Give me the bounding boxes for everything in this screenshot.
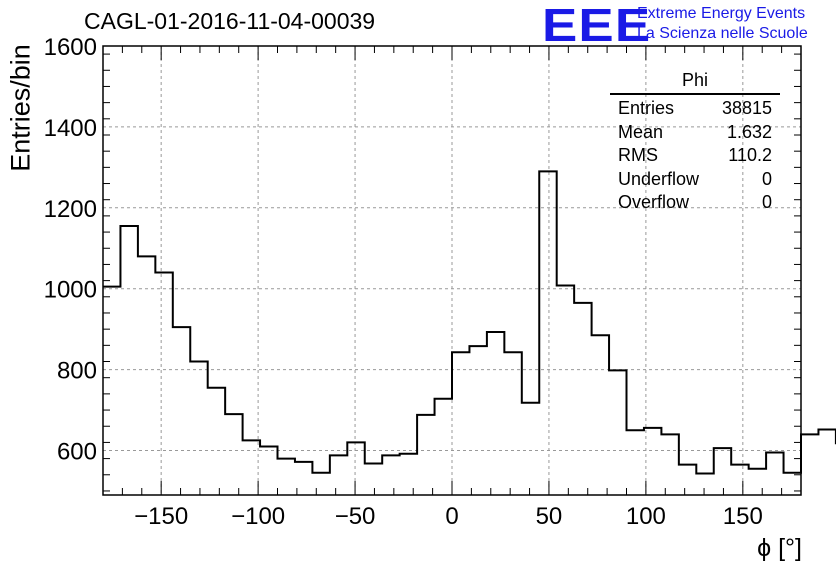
stats-value: 110.2 (728, 145, 772, 165)
histogram-bin (417, 415, 434, 495)
logo-line-1: Extreme Energy Events (637, 5, 806, 22)
histogram-bin (574, 303, 591, 495)
y-axis-label: Entries/bin (5, 44, 36, 172)
stats-label: RMS (618, 145, 658, 165)
histogram-bin (609, 370, 626, 495)
histogram-series-line (103, 170, 836, 475)
plot-frame (102, 45, 802, 496)
histogram-bin (714, 448, 731, 495)
histogram-bin (784, 473, 801, 495)
x-tick-label: 50 (536, 503, 563, 530)
histogram-bin (347, 442, 364, 495)
stats-value: 1.632 (726, 121, 772, 142)
x-tick-label: 100 (626, 503, 666, 530)
y-tick-label: 800 (57, 358, 97, 385)
histogram-bin (696, 474, 713, 495)
x-tick-label: 150 (723, 503, 763, 530)
histogram-bin (435, 399, 452, 495)
stats-row-entries: Entries 38815 (610, 97, 780, 121)
histogram-bin (208, 388, 225, 495)
histogram-bin (801, 434, 818, 495)
histogram-bin (661, 434, 678, 495)
stats-box: Phi Entries 38815 Mean 1.632 RMS 110.2 U… (610, 70, 780, 215)
histogram-bin (452, 352, 469, 495)
stats-label: Mean (618, 121, 664, 142)
histogram-bin (155, 273, 172, 495)
histogram-bin (818, 429, 835, 495)
y-tick-label: 600 (57, 439, 97, 466)
histogram-bin (382, 455, 399, 495)
histogram-bin (365, 463, 382, 495)
histogram-bin (312, 473, 329, 495)
histogram-bin (173, 327, 190, 495)
stats-value: 0 (761, 192, 772, 212)
histogram-bin (120, 226, 137, 495)
histogram-bin (243, 440, 260, 495)
histogram-bin (644, 428, 661, 495)
y-tick-label: 1400 (44, 115, 97, 142)
y-tick-label: 1200 (44, 196, 97, 223)
histogram-bin (400, 454, 417, 495)
histogram-bin (225, 414, 242, 495)
histogram-bin (539, 171, 556, 495)
histogram-bin (138, 256, 155, 495)
histogram-bin (627, 430, 644, 495)
histogram-bin (504, 352, 521, 495)
histogram-bin (766, 453, 783, 495)
histogram-bin (103, 287, 120, 495)
histogram-bin (260, 446, 277, 495)
stats-row-overflow: Overflow 0 (610, 191, 780, 215)
x-axis-label: ϕ [°] (757, 534, 802, 562)
histogram-bin (295, 462, 312, 495)
stats-value: 0 (761, 168, 772, 189)
y-tick-label: 1000 (44, 277, 97, 304)
histogram-bin (679, 465, 696, 495)
histogram-bin (522, 403, 539, 495)
x-tick-label: 0 (445, 503, 458, 530)
histogram-bin (592, 335, 609, 495)
x-tick-label: −150 (134, 503, 188, 530)
histogram-bin (278, 459, 295, 495)
x-tick-label: −100 (231, 503, 285, 530)
stats-value: 38815 (721, 98, 772, 118)
logo-line-2: La Scienza nelle Scuole (637, 25, 808, 42)
x-tick-label: −50 (335, 503, 376, 530)
histogram-bin (190, 362, 207, 495)
run-title: CAGL-01-2016-11-04-00039 (84, 8, 376, 34)
histogram-bin (330, 455, 347, 495)
histogram-bin (469, 346, 486, 495)
stats-label: Entries (618, 98, 675, 118)
histogram-bin (487, 332, 504, 495)
eee-logo: EEE (542, 0, 652, 51)
y-tick-label: 1600 (44, 34, 97, 61)
histogram-bin (749, 469, 766, 495)
stats-row-underflow: Underflow 0 (610, 168, 780, 192)
histogram-bin (731, 465, 748, 495)
stats-label: Underflow (618, 168, 700, 189)
stats-row-rms: RMS 110.2 (610, 144, 780, 168)
stats-row-mean: Mean 1.632 (610, 121, 780, 145)
stats-label: Overflow (618, 192, 690, 212)
stats-title: Phi (610, 70, 780, 95)
histogram-bin (557, 285, 574, 495)
